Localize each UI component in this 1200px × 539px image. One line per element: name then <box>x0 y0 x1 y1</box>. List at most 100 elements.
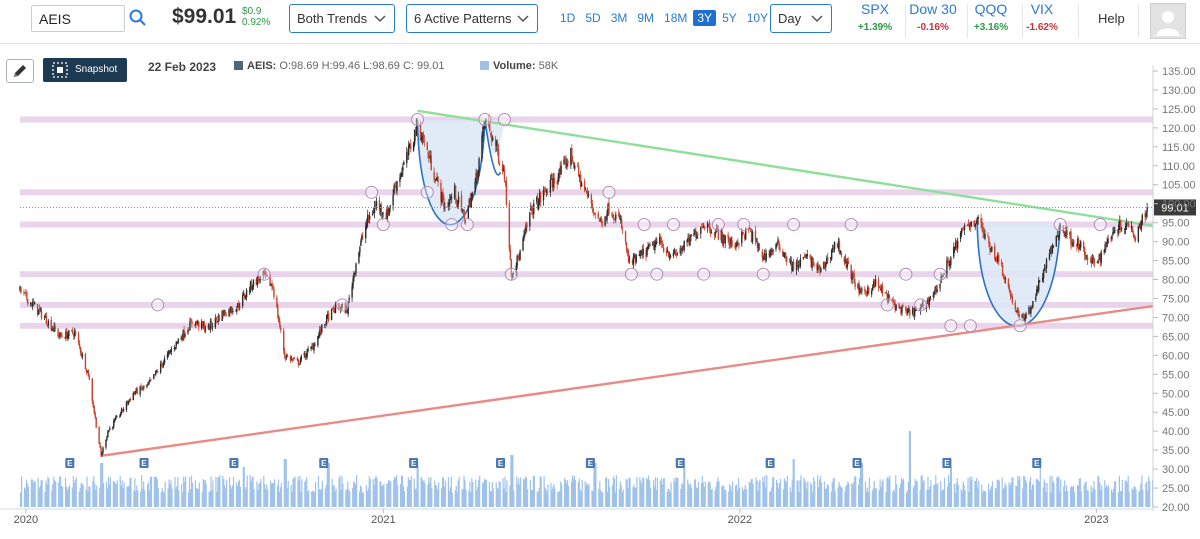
volume-bar <box>195 487 198 507</box>
volume-bar <box>763 482 765 507</box>
candle-body <box>413 129 416 145</box>
support-resistance-band <box>20 116 1153 123</box>
y-tick-label: 135.00 <box>1162 66 1196 78</box>
volume-bar <box>1003 487 1005 507</box>
volume-bar <box>722 486 724 507</box>
volume-bar <box>635 488 637 507</box>
candle-body <box>496 142 499 151</box>
candle-body <box>1078 240 1080 251</box>
candle-body <box>443 197 445 209</box>
volume-bar <box>375 475 377 507</box>
volume-bar <box>920 476 922 507</box>
volume-bar <box>607 479 610 507</box>
volume-bar <box>900 483 902 507</box>
candle-body <box>232 311 234 312</box>
range-18m[interactable]: 18M <box>664 11 688 25</box>
draw-tool-button[interactable] <box>6 59 34 83</box>
range-5d[interactable]: 5D <box>585 11 601 25</box>
candle-body <box>641 249 643 257</box>
earnings-marker[interactable] <box>229 458 239 468</box>
volume-bar <box>789 487 791 507</box>
range-9m[interactable]: 9M <box>637 11 655 25</box>
volume-bar <box>1087 490 1089 507</box>
earnings-marker[interactable] <box>1032 458 1042 468</box>
volume-bar <box>985 491 987 507</box>
candle-body <box>161 363 164 366</box>
avatar[interactable] <box>1150 3 1186 39</box>
earnings-marker[interactable] <box>942 458 952 468</box>
candle-body <box>365 225 367 239</box>
earnings-marker[interactable] <box>496 458 506 468</box>
index-vix[interactable]: VIX -1.62% <box>1012 1 1072 33</box>
volume-bar <box>585 485 587 507</box>
volume-bar <box>423 480 425 507</box>
volume-bar <box>498 481 500 507</box>
volume-bar <box>55 481 57 507</box>
candle-body <box>510 259 512 277</box>
range-1d[interactable]: 1D <box>560 11 576 25</box>
candle-body <box>373 206 376 213</box>
candle-body <box>386 209 388 220</box>
volume-bar <box>755 477 757 507</box>
candle-body <box>1092 256 1095 261</box>
volume-bar <box>244 489 246 507</box>
volume-bar <box>134 478 136 507</box>
candle-body <box>393 185 395 194</box>
volume-bar <box>449 487 451 507</box>
candle-body <box>778 241 780 246</box>
candle-body <box>497 148 500 162</box>
candle-body <box>873 281 876 285</box>
candle-body <box>1015 310 1017 312</box>
candle-body <box>798 264 801 267</box>
help-link[interactable]: Help <box>1098 11 1125 26</box>
range-5y[interactable]: 5Y <box>722 11 737 25</box>
candle-body <box>791 262 794 272</box>
candle-body <box>264 271 266 275</box>
index-qqq[interactable]: QQQ +3.16% <box>961 1 1021 33</box>
candle-body <box>505 181 508 205</box>
volume-bar <box>517 483 519 507</box>
candle-body <box>488 121 490 126</box>
candle-body <box>839 251 842 253</box>
earnings-marker[interactable] <box>65 458 75 468</box>
candle-body <box>1069 232 1071 235</box>
earnings-marker[interactable] <box>675 458 685 468</box>
volume-bar <box>291 491 293 507</box>
index-spx[interactable]: SPX +1.39% <box>845 1 905 33</box>
candle-body <box>61 335 63 337</box>
divider <box>967 4 968 38</box>
search-icon[interactable] <box>128 8 148 28</box>
earnings-marker[interactable] <box>319 458 329 468</box>
patterns-select[interactable]: 6 Active Patterns <box>406 4 538 33</box>
candle-body <box>283 350 286 357</box>
volume-bar <box>415 488 417 507</box>
range-3y[interactable]: 3Y <box>693 10 717 26</box>
earnings-marker[interactable] <box>409 458 419 468</box>
volume-bar <box>86 476 88 507</box>
candle-body <box>59 333 61 337</box>
snapshot-button[interactable]: Snapshot <box>43 58 127 82</box>
trend-select[interactable]: Both Trends <box>289 4 395 33</box>
earnings-marker[interactable] <box>139 458 149 468</box>
earnings-marker[interactable] <box>765 458 775 468</box>
candle-body <box>837 241 840 250</box>
earnings-marker[interactable] <box>585 458 595 468</box>
candle-body <box>454 185 457 200</box>
volume-bar <box>831 482 833 507</box>
candle-body <box>102 447 104 453</box>
index-dow30[interactable]: Dow 30 -0.16% <box>903 1 963 33</box>
volume-bar <box>87 491 89 507</box>
symbol-input[interactable]: AEIS <box>31 5 125 32</box>
candle-body <box>511 274 513 277</box>
volume-bar <box>239 486 241 507</box>
candle-body <box>467 205 470 219</box>
volume-bar <box>148 490 151 507</box>
interval-select[interactable]: Day <box>770 4 832 33</box>
candle-body <box>1105 242 1107 246</box>
range-3m[interactable]: 3M <box>610 11 628 25</box>
volume-bar <box>106 488 109 507</box>
earnings-marker[interactable] <box>852 458 862 468</box>
candle-body <box>396 181 398 191</box>
range-10y[interactable]: 10Y <box>746 11 769 25</box>
